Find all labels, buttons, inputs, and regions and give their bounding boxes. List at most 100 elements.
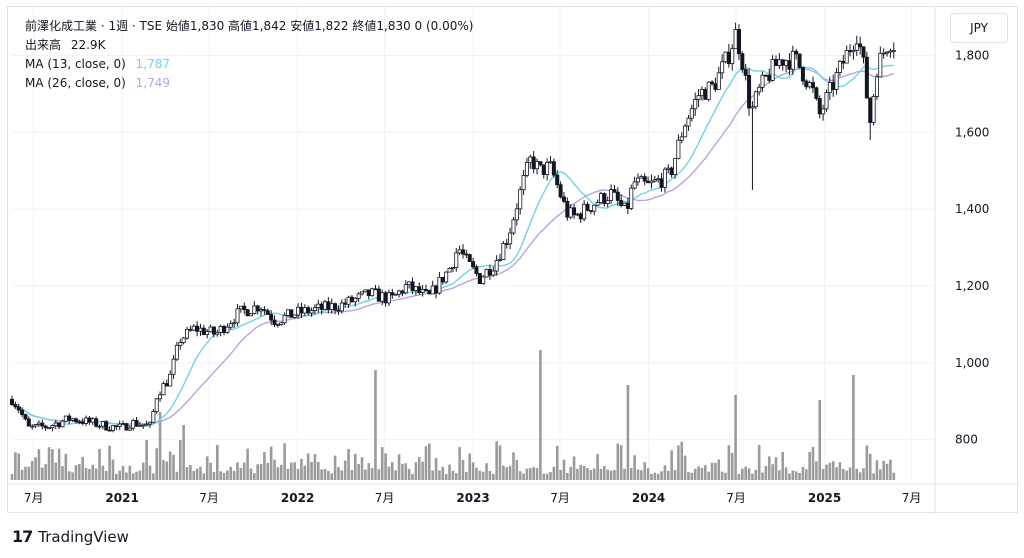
candle-up xyxy=(874,76,879,97)
volume-bar xyxy=(609,470,613,480)
candle-up xyxy=(232,322,237,325)
volume-bar xyxy=(747,468,751,480)
tradingview-brand[interactable]: 17 TradingView xyxy=(12,527,129,546)
x-tick-label: 7月 xyxy=(199,491,219,505)
volume-bar xyxy=(549,472,552,480)
candle-up xyxy=(309,310,314,314)
volume-bar xyxy=(889,459,892,480)
candle-up xyxy=(609,189,614,201)
candle-down xyxy=(80,421,85,424)
volume-bar xyxy=(764,466,768,480)
volume-value: 22.9K xyxy=(70,38,106,52)
volume-bar xyxy=(14,452,17,480)
candle-down xyxy=(16,406,21,411)
volume-bar xyxy=(566,472,569,480)
candle-down xyxy=(222,325,227,333)
candle-up xyxy=(679,136,684,141)
legend-main: 前澤化成工業 · 1週 · TSE 始値1,830 高値1,842 安値1,82… xyxy=(25,17,473,36)
candle-down xyxy=(245,309,250,317)
candle-up xyxy=(100,421,105,427)
volume-bar xyxy=(808,451,811,480)
volume-bar xyxy=(37,449,41,480)
candle-up xyxy=(450,267,455,269)
volume-bar xyxy=(801,467,805,480)
volume-bar xyxy=(286,468,290,480)
candle-up xyxy=(568,207,573,218)
currency-button[interactable]: JPY xyxy=(950,13,1008,43)
volume-bar xyxy=(94,468,98,480)
volume-bar xyxy=(650,473,653,480)
candle-down xyxy=(804,80,809,88)
y-tick-label: 1,600 xyxy=(955,125,989,139)
y-tick-label: 1,400 xyxy=(955,202,989,216)
volume-bar xyxy=(495,441,498,480)
candle-up xyxy=(420,288,425,294)
volume-bar xyxy=(327,471,330,480)
candle-down xyxy=(814,87,819,99)
y-tick-label: 800 xyxy=(955,433,978,447)
candle-down xyxy=(625,202,630,209)
volume-bar xyxy=(310,461,313,480)
x-tick-label: 7月 xyxy=(375,491,395,505)
candle-up xyxy=(834,72,839,90)
volume-bar xyxy=(562,459,566,480)
candle-up xyxy=(144,423,149,426)
candle-up xyxy=(279,322,284,325)
x-tick-label: 7月 xyxy=(726,491,746,505)
candle-up xyxy=(891,50,896,52)
volume-bar xyxy=(710,462,714,480)
volume-bar xyxy=(347,449,350,480)
volume-bar xyxy=(535,468,539,480)
candle-up xyxy=(652,179,657,182)
candle-up xyxy=(158,394,163,400)
volume-bar xyxy=(875,460,879,480)
candle-up xyxy=(215,332,220,335)
candle-up xyxy=(225,326,230,333)
x-tick-label: 2023 xyxy=(456,491,489,505)
volume-bar xyxy=(377,469,381,480)
x-tick-label: 2025 xyxy=(808,491,841,505)
ma13-value: 1,787 xyxy=(135,57,170,71)
candle-down xyxy=(797,53,802,68)
volume-bar xyxy=(438,470,441,480)
volume-bar xyxy=(276,467,280,480)
candle-up xyxy=(141,424,146,427)
candle-up xyxy=(302,307,307,314)
candle-up xyxy=(386,292,391,304)
candle-up xyxy=(50,425,55,429)
volume-bar xyxy=(599,468,603,480)
volume-bar xyxy=(754,470,758,480)
volume-bar xyxy=(57,448,61,480)
volume-bar xyxy=(246,448,249,480)
chart-plot[interactable]: 1,800 1,600 1,400 1,200 1,000 800 7月 2021 7月 2022… xyxy=(8,7,1019,514)
candle-up xyxy=(131,420,136,429)
candle-down xyxy=(551,161,556,176)
candle-down xyxy=(376,288,381,302)
candle-down xyxy=(541,164,546,175)
legend-ma26: MA (26, close, 0) 1,749 xyxy=(25,74,473,93)
candle-up xyxy=(693,99,698,110)
volume-bar xyxy=(434,458,438,480)
volume-bar xyxy=(84,467,88,480)
candle-down xyxy=(20,409,25,415)
candle-up xyxy=(636,177,641,183)
volume-bar xyxy=(411,473,414,480)
candle-up xyxy=(639,176,644,179)
candle-down xyxy=(561,196,566,202)
candle-down xyxy=(390,292,395,296)
candle-up xyxy=(827,82,832,93)
volume-bar xyxy=(414,462,418,480)
candle-down xyxy=(306,307,311,314)
volume-bar xyxy=(74,465,78,480)
volume-bar xyxy=(744,466,748,480)
candle-down xyxy=(615,191,620,201)
volume-bar xyxy=(216,444,219,480)
volume-bar xyxy=(646,468,650,480)
candle-up xyxy=(413,286,418,291)
volume-bar xyxy=(458,447,461,480)
volume-bar xyxy=(771,464,774,480)
candle-down xyxy=(77,421,82,424)
volume-bar xyxy=(182,425,185,480)
candle-down xyxy=(104,421,109,431)
volume-bar xyxy=(364,469,367,480)
